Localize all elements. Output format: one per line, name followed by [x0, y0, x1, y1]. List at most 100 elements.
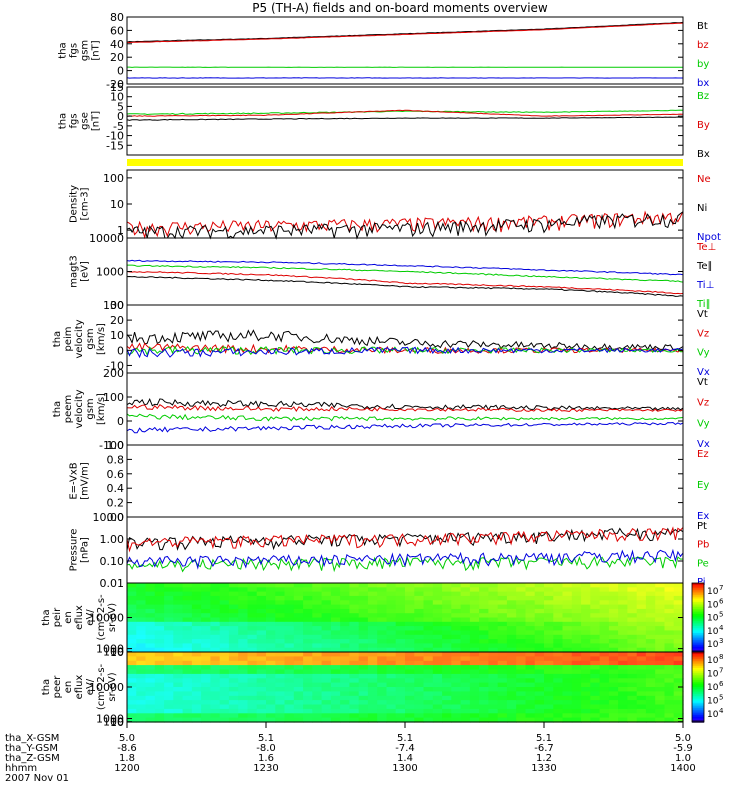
heatmap-cell	[127, 618, 137, 623]
heatmap-cell	[164, 605, 174, 610]
heatmap-cell	[257, 626, 267, 631]
heatmap-cell	[359, 661, 369, 666]
heatmap-cell	[127, 674, 137, 679]
heatmap-cell	[331, 665, 341, 670]
series-line-Pi	[127, 550, 683, 568]
heatmap-cell	[461, 592, 471, 597]
heatmap-cell	[303, 683, 313, 688]
heatmap-cell	[201, 613, 211, 618]
heatmap-cell	[183, 609, 193, 614]
heatmap-cell	[581, 626, 591, 631]
heatmap-cell	[183, 622, 193, 627]
heatmap-cell	[442, 700, 452, 705]
heatmap-cell	[266, 670, 276, 675]
heatmap-cell	[488, 609, 498, 614]
heatmap-cell	[451, 674, 461, 679]
heatmap-cell	[136, 678, 146, 683]
heatmap-cell	[535, 661, 545, 666]
heatmap-cell	[164, 609, 174, 614]
heatmap-cell	[340, 639, 350, 644]
colorbar-tick-label: 10	[707, 627, 719, 637]
heatmap-cell	[665, 613, 675, 618]
heatmap-cell	[183, 678, 193, 683]
heatmap-cell	[396, 643, 406, 648]
heatmap-cell	[220, 626, 230, 631]
heatmap-cell	[544, 674, 554, 679]
heatmap-cell	[442, 683, 452, 688]
heatmap-cell	[294, 605, 304, 610]
heatmap-cell	[451, 600, 461, 605]
heatmap-cell	[609, 618, 619, 623]
heatmap-cell	[285, 618, 295, 623]
heatmap-cell	[331, 613, 341, 618]
heatmap-cell	[646, 656, 656, 661]
heatmap-cell	[470, 639, 480, 644]
heatmap-cell	[572, 670, 582, 675]
heatmap-cell	[414, 705, 424, 710]
heatmap-cell	[544, 661, 554, 666]
heatmap-cell	[451, 587, 461, 592]
heatmap-cell	[572, 643, 582, 648]
heatmap-cell	[600, 635, 610, 640]
heatmap-cell	[377, 683, 387, 688]
heatmap-cell	[581, 709, 591, 714]
heatmap-cell	[359, 609, 369, 614]
heatmap-cell	[248, 709, 258, 714]
heatmap-cell	[368, 596, 378, 601]
heatmap-cell	[220, 661, 230, 666]
heatmap-cell	[498, 587, 508, 592]
heatmap-cell	[637, 605, 647, 610]
heatmap-cell	[498, 643, 508, 648]
heatmap-cell	[155, 639, 165, 644]
heatmap-cell	[461, 626, 471, 631]
heatmap-cell	[563, 605, 573, 610]
heatmap-cell	[136, 639, 146, 644]
heatmap-cell	[572, 700, 582, 705]
heatmap-cell	[294, 683, 304, 688]
heatmap-cell	[303, 639, 313, 644]
heatmap-cell	[322, 687, 332, 692]
heatmap-cell	[387, 592, 397, 597]
heatmap-cell	[590, 630, 600, 635]
heatmap-cell	[433, 665, 443, 670]
heatmap-cell	[349, 639, 359, 644]
heatmap-cell	[349, 709, 359, 714]
heatmap-cell	[359, 639, 369, 644]
heatmap-cell	[581, 622, 591, 627]
heatmap-cell	[581, 609, 591, 614]
heatmap-cell	[248, 583, 258, 588]
heatmap-cell	[488, 635, 498, 640]
heatmap-cell	[674, 705, 684, 710]
heatmap-cell	[479, 656, 489, 661]
heatmap-cell	[285, 678, 295, 683]
heatmap-cell	[285, 622, 295, 627]
heatmap-cell	[146, 613, 156, 618]
heatmap-cell	[285, 656, 295, 661]
heatmap-cell	[590, 696, 600, 701]
heatmap-cell	[627, 709, 637, 714]
heatmap-cell	[581, 652, 591, 657]
flag-bar	[127, 159, 683, 166]
heatmap-cell	[229, 656, 239, 661]
legend-Bx: Bx	[697, 149, 710, 160]
heatmap-cell	[498, 700, 508, 705]
y-axis-label: tha	[41, 609, 52, 625]
heatmap-cell	[442, 674, 452, 679]
heatmap-cell	[572, 705, 582, 710]
heatmap-cell	[535, 592, 545, 597]
heatmap-cell	[312, 600, 322, 605]
heatmap-cell	[238, 622, 248, 627]
heatmap-cell	[665, 709, 675, 714]
heatmap-cell	[127, 678, 137, 683]
heatmap-cell	[618, 596, 628, 601]
heatmap-cell	[461, 618, 471, 623]
heatmap-cell	[535, 622, 545, 627]
heatmap-cell	[461, 691, 471, 696]
heatmap-cell	[600, 687, 610, 692]
heatmap-cell	[312, 705, 322, 710]
heatmap-cell	[396, 622, 406, 627]
heatmap-cell	[424, 696, 434, 701]
heatmap-cell	[479, 665, 489, 670]
heatmap-cell	[359, 687, 369, 692]
heatmap-cell	[164, 696, 174, 701]
